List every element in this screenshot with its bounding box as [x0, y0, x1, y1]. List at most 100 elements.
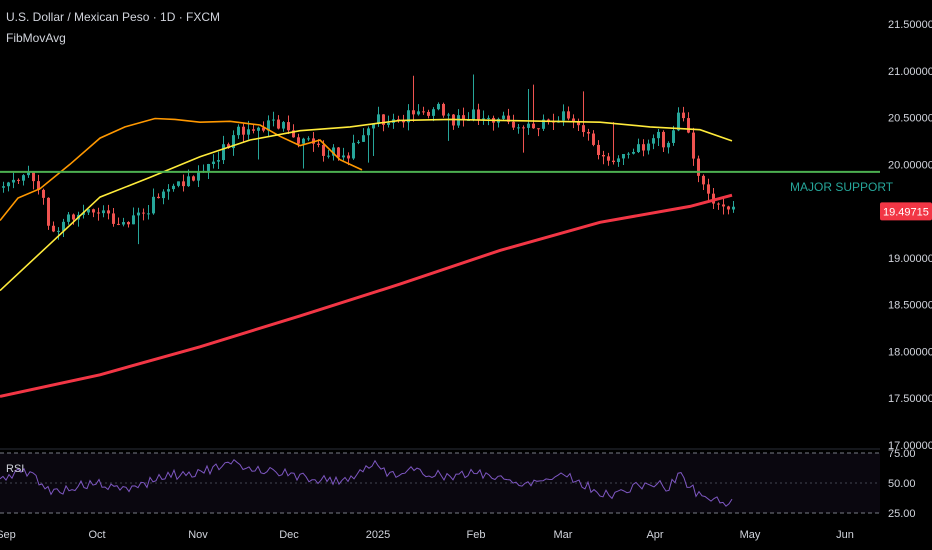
price-tick-label: 20.50000 [888, 113, 932, 125]
candle [432, 107, 435, 122]
candle [662, 130, 665, 152]
candles-layer [2, 74, 735, 245]
candle [127, 221, 130, 228]
candle [357, 140, 360, 145]
time-axis[interactable]: Sep Oct Nov Dec 2025 Feb Mar Apr May Jun [0, 529, 854, 541]
candle [327, 150, 330, 159]
candle [537, 128, 540, 137]
candle [582, 91, 585, 137]
candle [192, 175, 195, 182]
indicator-label: FibMovAvg [6, 31, 66, 45]
candle [412, 75, 415, 122]
candle [92, 208, 95, 218]
candle [112, 207, 115, 227]
candle [102, 205, 105, 218]
candle [157, 193, 160, 199]
time-tick-label: Nov [188, 529, 208, 541]
candle [632, 148, 635, 155]
candle [147, 204, 150, 220]
candle [602, 150, 605, 165]
candle [587, 128, 590, 141]
candle [502, 111, 505, 121]
candle [407, 104, 410, 131]
candle [627, 152, 630, 159]
candle [242, 123, 245, 143]
candle [622, 153, 625, 165]
candle [117, 217, 120, 226]
candle [727, 205, 730, 215]
candle [672, 125, 675, 146]
candle [232, 130, 235, 156]
time-tick-label: Dec [279, 529, 299, 541]
candle [677, 107, 680, 132]
last-price-tag: 19.49715 [880, 202, 932, 221]
candle [87, 209, 90, 216]
time-tick-label: May [740, 529, 761, 541]
candle [707, 178, 710, 202]
candle [282, 120, 285, 132]
candle [252, 125, 255, 134]
candle [182, 174, 185, 192]
price-tick-label: 18.00000 [888, 346, 932, 358]
candle [277, 115, 280, 130]
candle [42, 188, 45, 205]
candle [722, 198, 725, 215]
candle [217, 151, 220, 170]
candle [667, 141, 670, 154]
candle [237, 124, 240, 139]
candle [162, 189, 165, 205]
candle [267, 115, 270, 137]
price-tick-label: 19.00000 [888, 253, 932, 265]
candle [682, 106, 685, 122]
rsi-tick-label: 50.00 [888, 478, 916, 490]
price-tick-label: 20.00000 [888, 159, 932, 171]
ma-long-line [0, 193, 733, 398]
price-tick-label: 17.50000 [888, 393, 932, 405]
candle [642, 139, 645, 157]
ma-mid-line [0, 118, 733, 292]
rsi-line [0, 458, 733, 507]
candle [287, 115, 290, 135]
candle [122, 217, 125, 227]
ma-short-line [0, 117, 363, 221]
candle [442, 102, 445, 118]
time-tick-label: 2025 [366, 529, 390, 541]
candle [367, 126, 370, 163]
time-tick-label: Oct [88, 529, 105, 541]
major-support-label: MAJOR SUPPORT [790, 180, 894, 194]
candle [617, 155, 620, 167]
price-tick-label: 21.00000 [888, 66, 932, 78]
candle [97, 207, 100, 221]
candle [52, 221, 55, 233]
candle [37, 174, 40, 195]
candle [197, 165, 200, 187]
chart-title: U.S. Dollar / Mexican Peso · 1D · FXCM [6, 10, 221, 24]
candle [607, 152, 610, 166]
candle [542, 114, 545, 131]
candle [732, 201, 735, 213]
candle [167, 184, 170, 200]
candle [697, 155, 700, 183]
candle [427, 109, 430, 119]
candle [477, 103, 480, 126]
candle [612, 122, 615, 165]
candle [177, 181, 180, 188]
rsi-tick-label: 25.00 [888, 508, 916, 520]
last-price-label: 19.49715 [883, 206, 929, 218]
candle [527, 88, 530, 135]
time-tick-label: Mar [554, 529, 573, 541]
candle [67, 211, 70, 225]
candle [512, 114, 515, 131]
candle [702, 174, 705, 191]
candle [417, 104, 420, 116]
price-axis[interactable]: 21.5000021.0000020.5000020.0000019.50000… [888, 19, 932, 452]
candle [577, 118, 580, 132]
candle [462, 107, 465, 127]
candle [172, 183, 175, 192]
candle [342, 147, 345, 161]
candle [517, 124, 520, 134]
candle [652, 134, 655, 150]
candle [292, 124, 295, 138]
